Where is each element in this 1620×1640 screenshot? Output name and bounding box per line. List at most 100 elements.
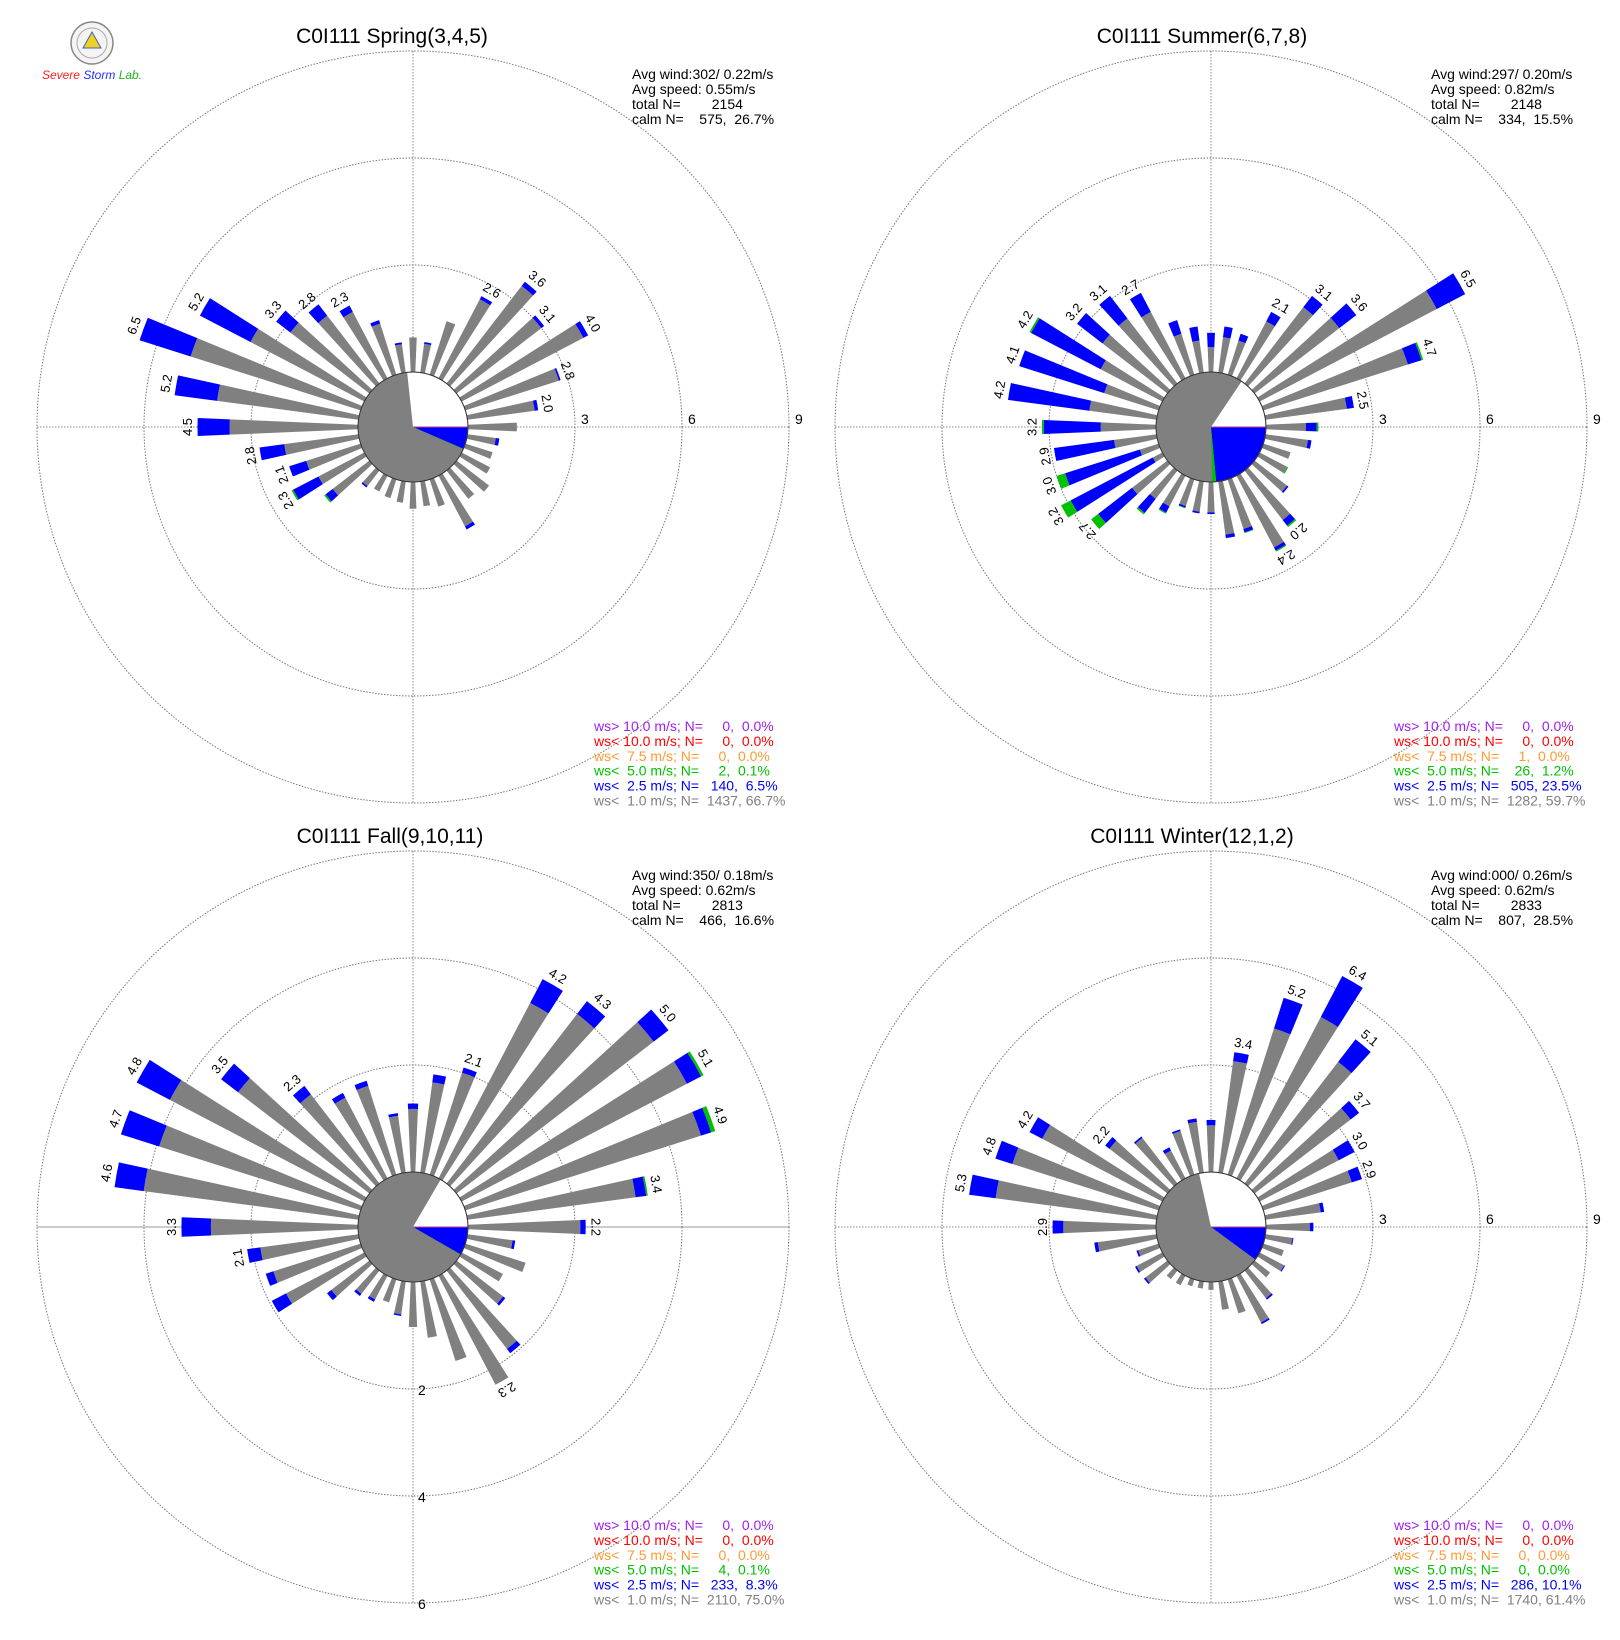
direction-bar	[1168, 320, 1195, 377]
bar-value-label: 5.2	[1286, 981, 1308, 1001]
legend-entry: ws> 10.0 m/s; N= 0, 0.0%	[1393, 1517, 1574, 1533]
bar-segment-ws-lt-1	[1114, 434, 1158, 449]
direction-bar	[446, 467, 475, 499]
bar-segment-ws-lt-1	[1251, 317, 1340, 394]
bar-segment-ws-lt-2-5	[1309, 1222, 1314, 1232]
bar-segment-ws-lt-1	[260, 1234, 360, 1261]
bar-segment-ws-lt-5	[1041, 419, 1044, 435]
panel-title: C0I111 Spring(3,4,5)	[296, 25, 488, 48]
direction-bar	[1264, 1234, 1294, 1245]
bar-segment-ws-lt-2-5	[1338, 1039, 1371, 1074]
bar-segment-ws-lt-2-5	[331, 1092, 346, 1104]
bar-segment-ws-lt-1	[1227, 340, 1246, 377]
direction-bar	[1236, 1273, 1270, 1325]
direction-bar	[446, 1267, 521, 1354]
bar-segment-ws-lt-1	[1218, 480, 1235, 535]
bar-segment-ws-lt-2-5	[120, 1110, 167, 1147]
bar-segment-ws-lt-2-5	[674, 1052, 702, 1084]
pie-sector-ws-lt-2-5	[413, 1227, 468, 1255]
bar-segment-ws-lt-5	[1136, 507, 1145, 515]
pie-sector-ws-lt-1	[358, 372, 463, 482]
bar-value-label: 2.5	[1354, 390, 1372, 410]
bar-segment-ws-lt-2-5	[354, 1080, 369, 1091]
legend-entry: ws< 7.5 m/s; N= 0, 0.0%	[1393, 1547, 1570, 1563]
pie-sector-calm	[1211, 381, 1266, 427]
bar-segment-ws-lt-5	[1244, 529, 1254, 534]
bar-segment-ws-lt-2-5	[692, 1107, 712, 1136]
bar-segment-ws-lt-5	[1283, 466, 1289, 474]
direction-bar	[438, 473, 475, 530]
legend-entry: ws< 5.0 m/s; N= 26, 1.2%	[1393, 763, 1574, 779]
direction-bar: 2.7	[1076, 460, 1171, 542]
wind-rose-panel: 3 6 92.6 3.63.1 4.02.82.02.32.12.84.55.26.55…	[36, 25, 803, 809]
bar-segment-ws-lt-1	[1149, 467, 1178, 499]
bar-segment-ws-lt-2-5	[1189, 326, 1200, 342]
bar-segment-ws-lt-1	[217, 384, 360, 420]
stats-line: calm N= 466, 16.6%	[632, 912, 774, 928]
grid-ring	[941, 957, 1481, 1497]
direction-bar: 2.9	[1261, 1158, 1379, 1211]
stats-line: total N= 2148	[1431, 96, 1542, 112]
bar-segment-ws-lt-1	[169, 1079, 367, 1202]
bar-segment-ws-lt-2-5	[1052, 1220, 1064, 1234]
legend-entry: ws< 5.0 m/s; N= 4, 0.1%	[593, 1562, 770, 1578]
direction-bar: 4.5	[180, 418, 359, 436]
bar-segment-ws-lt-2-5	[577, 1001, 606, 1029]
bar-segment-ws-lt-2-5	[1171, 1129, 1181, 1134]
bar-segment-ws-lt-1	[396, 480, 406, 503]
direction-bar	[1175, 1273, 1186, 1286]
direction-bar	[466, 434, 500, 446]
grid-ring	[36, 850, 790, 1604]
bar-segment-ws-lt-2-5	[1273, 541, 1286, 551]
bar-segment-ws-lt-1	[408, 1108, 418, 1173]
direction-bar	[1264, 1202, 1325, 1220]
direction-bar: 5.2	[157, 373, 360, 420]
bar-segment-ws-lt-1	[273, 1243, 363, 1283]
bar-segment-ws-lt-1	[1251, 1108, 1351, 1194]
bar-segment-ws-lt-2-5	[361, 482, 368, 488]
bar-segment-ws-lt-1	[438, 1002, 549, 1181]
bar-segment-ws-lt-1	[1264, 1234, 1293, 1245]
bar-segment-ws-lt-1	[429, 1072, 475, 1177]
direction-bar	[463, 443, 493, 459]
bar-segment-ws-lt-2-5	[407, 1103, 419, 1109]
bar-segment-ws-lt-2-5	[1143, 1277, 1150, 1285]
stats-line: Avg wind:350/ 0.18m/s	[632, 867, 773, 883]
direction-bar	[354, 1080, 397, 1177]
ring-label: 9	[1593, 1211, 1601, 1227]
bar-segment-ws-lt-2-5	[1341, 1100, 1360, 1120]
bar-segment-ws-lt-2-5	[1137, 493, 1156, 513]
bar-value-label: 4.1	[1002, 344, 1022, 366]
logo-seal-inner-ring	[76, 27, 108, 59]
direction-bar: 5.1	[1244, 1026, 1381, 1187]
direction-bar: 2.5	[1264, 390, 1372, 420]
bar-segment-ws-lt-1	[1109, 1140, 1171, 1194]
bar-segment-ws-lt-2-5	[497, 1296, 506, 1306]
stats-line: total N= 2833	[1431, 897, 1542, 913]
bar-segment-ws-lt-2-5	[1065, 449, 1143, 486]
bar-segment-ws-lt-2-5	[1426, 273, 1466, 309]
direction-bar: 3.1	[1244, 281, 1336, 387]
pie-sector-calm	[407, 372, 468, 427]
bar-segment-ws-lt-2-5	[1282, 513, 1295, 526]
bar-segment-ws-lt-1	[1152, 452, 1165, 463]
grid-ring	[1048, 1064, 1374, 1390]
bar-segment-ws-lt-1	[1261, 1243, 1284, 1257]
bar-value-label: 4.9	[710, 1104, 730, 1126]
bar-segment-ws-lt-2-5	[464, 521, 475, 530]
direction-bar	[408, 1281, 418, 1327]
pie-sector-calm	[413, 1179, 468, 1227]
bar-segment-ws-lt-1	[1257, 1252, 1285, 1272]
bar-segment-ws-lt-2-5	[1281, 485, 1289, 493]
stats-line: Avg wind:302/ 0.22m/s	[632, 66, 773, 82]
direction-bar	[1227, 333, 1249, 377]
bar-segment-ws-lt-1	[1264, 1203, 1321, 1220]
bar-segment-ws-lt-1	[453, 317, 542, 394]
ring-label: 9	[795, 411, 803, 427]
direction-bar	[407, 1103, 419, 1173]
bar-segment-ws-lt-1	[446, 467, 475, 499]
direction-bar	[420, 1280, 437, 1338]
bar-segment-ws-lt-1	[453, 1260, 504, 1304]
direction-bar	[324, 460, 373, 503]
bar-segment-ws-lt-2-5	[1031, 318, 1106, 370]
